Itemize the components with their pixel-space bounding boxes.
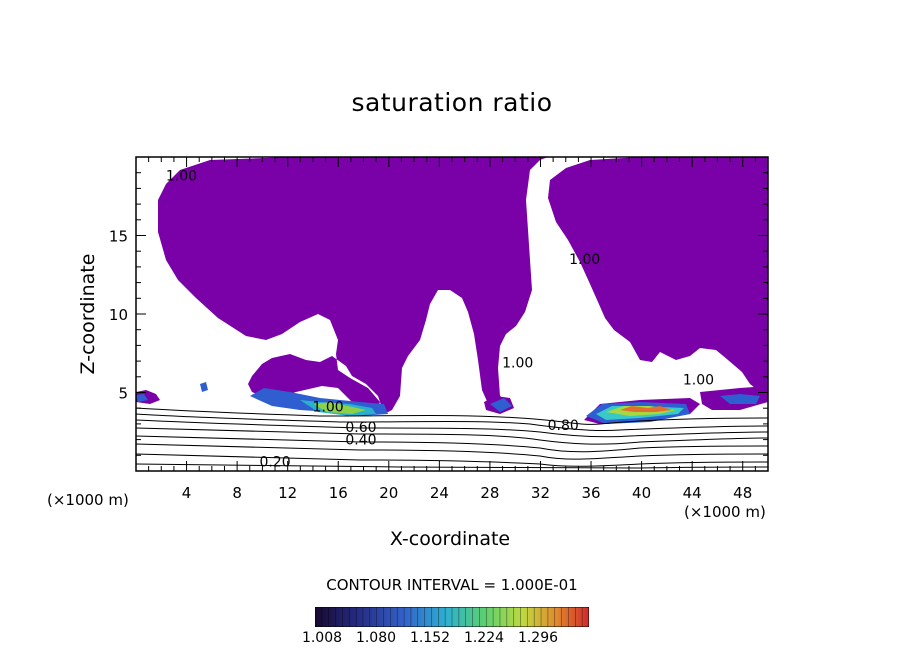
colorbar-label: 1.296 <box>517 630 559 646</box>
x-tick-label: 20 <box>379 484 398 502</box>
contour-label: 0.60 <box>345 420 376 436</box>
contour-label: 1.00 <box>502 355 533 371</box>
saturated-region <box>136 157 768 414</box>
high-ss-band <box>490 398 512 412</box>
colorbar-label: 1.224 <box>463 630 505 646</box>
x-tick-label: 48 <box>733 484 752 502</box>
contour-label: 1.00 <box>569 252 600 268</box>
x-unit-right: (×1000 m) <box>684 503 766 521</box>
contour-label: 0.40 <box>345 432 376 448</box>
x-tick-label: 8 <box>232 484 242 502</box>
y-axis-label: Z-coordinate <box>77 253 99 375</box>
contour-labels: 1.001.001.001.001.000.600.400.800.20 <box>166 169 714 471</box>
x-tick-label: 16 <box>329 484 348 502</box>
subsaturated-contours <box>136 407 768 469</box>
high-ss-band <box>720 394 760 404</box>
x-tick-label: 28 <box>480 484 499 502</box>
contour-label: 1.00 <box>313 399 344 415</box>
x-tick-label: 44 <box>683 484 702 502</box>
x-tick-label: 40 <box>632 484 651 502</box>
y-tick-label: 15 <box>109 228 128 246</box>
x-axis-label: X-coordinate <box>389 528 511 550</box>
axis-ticks <box>136 157 768 471</box>
x-tick-label: 4 <box>182 484 192 502</box>
x-tick-label: 12 <box>278 484 297 502</box>
contour-label: 0.80 <box>548 418 579 434</box>
contour-label: 1.00 <box>683 373 714 389</box>
y-tick-label: 10 <box>109 306 128 324</box>
y-tick-label: 5 <box>118 385 128 403</box>
contour-label: 1.00 <box>166 169 197 185</box>
colorbar <box>315 607 589 627</box>
colorbar-label: 1.008 <box>301 630 343 646</box>
contour-interval-text: CONTOUR INTERVAL = 1.000E-01 <box>326 576 578 594</box>
high-ss-band <box>314 402 366 414</box>
high-ss-band <box>200 382 208 392</box>
colorbar-label: 1.152 <box>409 630 451 646</box>
x-tick-label: 32 <box>531 484 550 502</box>
contour-label: 0.20 <box>259 454 290 470</box>
high-ss-band <box>620 406 672 412</box>
chart-title: saturation ratio <box>351 88 553 117</box>
colorbar-label: 1.080 <box>355 630 397 646</box>
x-tick-label: 36 <box>581 484 600 502</box>
x-tick-label: 24 <box>430 484 449 502</box>
high-ss-band <box>136 394 148 402</box>
x-unit-left: (×1000 m) <box>47 491 129 509</box>
contour-fields <box>136 157 768 469</box>
